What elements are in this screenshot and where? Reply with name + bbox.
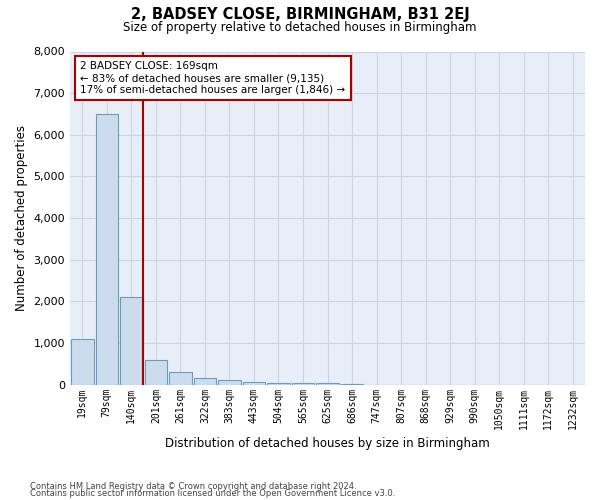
- Bar: [267, 382, 290, 385]
- Bar: [71, 339, 94, 385]
- Y-axis label: Number of detached properties: Number of detached properties: [15, 125, 28, 311]
- Text: Contains HM Land Registry data © Crown copyright and database right 2024.: Contains HM Land Registry data © Crown c…: [30, 482, 356, 491]
- Text: 2, BADSEY CLOSE, BIRMINGHAM, B31 2EJ: 2, BADSEY CLOSE, BIRMINGHAM, B31 2EJ: [131, 8, 469, 22]
- Bar: [95, 114, 118, 385]
- Bar: [120, 298, 143, 385]
- X-axis label: Distribution of detached houses by size in Birmingham: Distribution of detached houses by size …: [165, 437, 490, 450]
- Bar: [194, 378, 216, 385]
- Text: Size of property relative to detached houses in Birmingham: Size of property relative to detached ho…: [123, 21, 477, 34]
- Bar: [316, 382, 339, 385]
- Bar: [218, 380, 241, 385]
- Bar: [145, 360, 167, 385]
- Text: Contains public sector information licensed under the Open Government Licence v3: Contains public sector information licen…: [30, 490, 395, 498]
- Text: 2 BADSEY CLOSE: 169sqm
← 83% of detached houses are smaller (9,135)
17% of semi-: 2 BADSEY CLOSE: 169sqm ← 83% of detached…: [80, 62, 346, 94]
- Bar: [292, 382, 314, 385]
- Bar: [242, 382, 265, 385]
- Bar: [169, 372, 191, 385]
